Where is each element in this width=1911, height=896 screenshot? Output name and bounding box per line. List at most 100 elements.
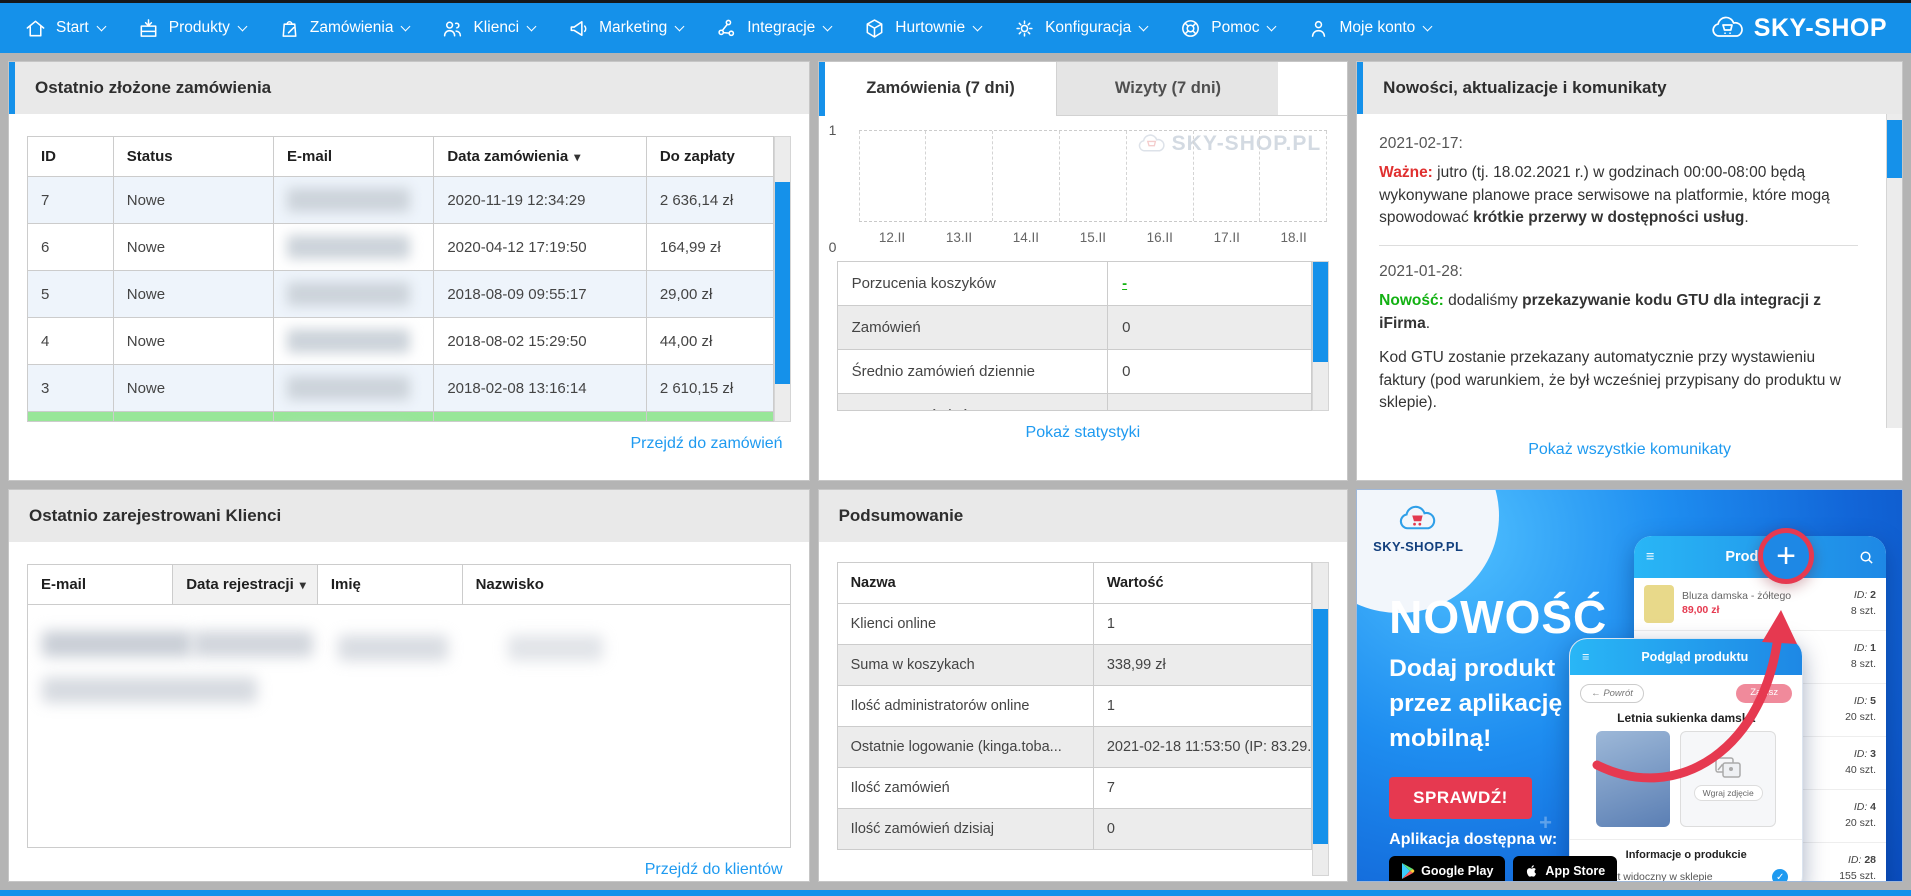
order-row[interactable]: 7 Nowe 2020-11-19 12:34:29 2 636,14 zł xyxy=(27,176,774,224)
blurred-email xyxy=(287,376,410,400)
chevron-down-icon xyxy=(972,21,983,31)
go-to-orders-link[interactable]: Przejdź do zamówień xyxy=(630,435,783,452)
app-screen-title: Podgląd produktu xyxy=(1641,650,1749,664)
cart-abandon-link[interactable]: - xyxy=(1122,275,1128,292)
google-play-badge[interactable]: Google Play xyxy=(1389,856,1506,881)
news-body: 2021-02-17: Ważne: jutro (tj. 18.02.2021… xyxy=(1357,114,1902,428)
stat-row: Porzucenia koszyków - xyxy=(836,261,1313,306)
nav-item-moje-konto[interactable]: Moje konto xyxy=(1307,17,1433,40)
lifering-icon xyxy=(1182,19,1200,37)
product-thumbnail xyxy=(1644,585,1674,623)
app-header: ≡ Podgląd produktu xyxy=(1570,639,1803,675)
chevron-down-icon xyxy=(1138,21,1149,31)
hamburger-icon: ≡ xyxy=(1582,650,1590,664)
brand-text: SKY-SHOP xyxy=(1753,13,1887,42)
nav-item-integracje[interactable]: Integracje xyxy=(715,17,833,40)
blurred-email xyxy=(287,235,410,259)
app-store-badge[interactable]: App Store xyxy=(1513,856,1618,881)
nav-label: Pomoc xyxy=(1211,19,1260,36)
order-row[interactable]: 4 Nowe 2018-08-02 15:29:50 44,00 zł xyxy=(27,317,774,365)
summary-row: Suma w koszykach 338,99 zł xyxy=(836,644,1313,686)
divider xyxy=(1379,244,1858,246)
add-product-highlight: + xyxy=(1758,528,1814,584)
stats-scrollbar[interactable] xyxy=(1312,261,1330,411)
chevron-down-icon xyxy=(96,21,107,31)
tab-visits-7days[interactable]: Wizyty (7 dni) xyxy=(1056,62,1279,116)
orders-scrollbar[interactable] xyxy=(773,136,791,422)
nav-label: Hurtownie xyxy=(895,19,966,36)
col-last-name[interactable]: Nazwisko xyxy=(461,565,790,605)
nav-item-start[interactable]: Start xyxy=(24,17,107,40)
nav-item-hurtownie[interactable]: Hurtownie xyxy=(863,17,983,40)
check-icon: ✓ xyxy=(1772,869,1789,881)
skyshop-logo[interactable]: SKY-SHOP xyxy=(1711,14,1887,43)
summary-panel-title: Podsumowanie xyxy=(818,490,1348,542)
nav-item-zamowienia[interactable]: Zamówienia xyxy=(278,17,411,40)
scrollbar-thumb[interactable] xyxy=(774,182,790,384)
nav-item-klienci[interactable]: Klienci xyxy=(441,17,537,40)
nav-item-produkty[interactable]: Produkty xyxy=(137,17,248,40)
important-tag: Ważne: xyxy=(1379,164,1433,182)
col-status[interactable]: Status xyxy=(112,136,275,177)
show-statistics-link[interactable]: Pokaż statystyki xyxy=(1025,424,1141,441)
order-row[interactable]: 5 Nowe 2018-08-09 09:55:17 29,00 zł xyxy=(27,270,774,318)
scrollbar-thumb[interactable] xyxy=(1313,609,1329,844)
order-row-completed[interactable]: 2Zrealizowane 2018-01-18 14:35:4929,00 z… xyxy=(27,411,774,421)
scrollbar-thumb[interactable] xyxy=(1313,262,1329,362)
gear-icon xyxy=(1016,19,1033,37)
blurred-email xyxy=(287,329,410,353)
blurred-cell xyxy=(42,631,192,657)
show-all-news-link[interactable]: Pokaż wszystkie komunikaty xyxy=(1528,441,1731,458)
news-scrollbar[interactable] xyxy=(1886,114,1902,428)
products-icon xyxy=(140,18,157,37)
banner-headline: NOWOŚĆ xyxy=(1389,591,1608,643)
cloud-cart-icon xyxy=(1138,134,1165,152)
news-panel-title: Nowości, aktualizacje i komunikaty xyxy=(1357,62,1902,114)
window-bottom-edge xyxy=(0,890,1911,896)
orders-table-wrap: ID Status E-mail Data zamówienia Do zapł… xyxy=(27,136,791,422)
users-icon xyxy=(444,21,462,36)
col-date[interactable]: Data zamówienia xyxy=(433,136,647,177)
nav-item-marketing[interactable]: Marketing xyxy=(567,17,685,40)
col-email[interactable]: E-mail xyxy=(273,136,435,177)
nav-label: Konfiguracja xyxy=(1045,19,1132,36)
chevron-down-icon xyxy=(401,21,411,31)
go-to-clients-link[interactable]: Przejdź do klientów xyxy=(644,861,783,878)
news-date: 2021-01-28: xyxy=(1379,262,1463,280)
check-now-button[interactable]: SPRAWDŹ! xyxy=(1389,777,1532,819)
col-reg-date[interactable]: Data rejestracji xyxy=(172,565,318,605)
summary-table: Nazwa Wartość Klienci online 1 Suma w kos… xyxy=(836,562,1313,850)
sort-desc-icon xyxy=(294,576,306,593)
chevron-down-icon xyxy=(526,21,537,31)
chevron-down-icon xyxy=(1422,21,1433,31)
order-row[interactable]: 3 Nowe 2018-02-08 13:16:14 2 610,15 zł xyxy=(27,364,774,412)
mobile-app-promo-banner[interactable]: + + ≡ Produkty Bluza damska - żółtego89,… xyxy=(1356,489,1903,882)
home-icon xyxy=(26,20,45,36)
decor-plus: + xyxy=(1539,810,1553,835)
main-nav: Start Produkty Zamówienia Klienci Market… xyxy=(0,3,1911,53)
col-id[interactable]: ID xyxy=(27,136,114,177)
scrollbar-thumb[interactable] xyxy=(1887,120,1902,178)
chevron-down-icon xyxy=(674,21,685,31)
cube-icon xyxy=(866,18,883,38)
order-row[interactable]: 6 Nowe 2020-04-12 17:19:50 164,99 zł xyxy=(27,223,774,271)
nav-item-konfiguracja[interactable]: Konfiguracja xyxy=(1013,17,1149,40)
tab-orders-7days[interactable]: Zamówienia (7 dni) xyxy=(818,62,1057,116)
clients-panel-title: Ostatnio zarejestrowani Klienci xyxy=(9,490,809,542)
col-amount[interactable]: Do zapłaty xyxy=(645,136,774,177)
banner-skyshop-logo: SKY-SHOP.PL xyxy=(1373,504,1463,554)
orders-panel: Ostatnio złożone zamówienia ID Status E-… xyxy=(8,61,810,481)
product-name: Letnia sukienka damska xyxy=(1617,711,1756,725)
nav-label: Klienci xyxy=(473,19,520,36)
google-play-icon xyxy=(1402,863,1415,879)
col-email[interactable]: E-mail xyxy=(28,565,174,605)
summary-row: Ilość zamówień dzisiaj 0 xyxy=(836,808,1313,850)
summary-row: Klienci online 1 xyxy=(836,603,1313,645)
nav-item-pomoc[interactable]: Pomoc xyxy=(1179,17,1277,40)
col-first-name[interactable]: Imię xyxy=(316,565,463,605)
summary-scrollbar[interactable] xyxy=(1312,562,1330,876)
blurred-cell xyxy=(42,677,257,703)
news-paragraph: Nowość: dodaliśmy przekazywanie kodu GTU… xyxy=(1379,292,1822,332)
